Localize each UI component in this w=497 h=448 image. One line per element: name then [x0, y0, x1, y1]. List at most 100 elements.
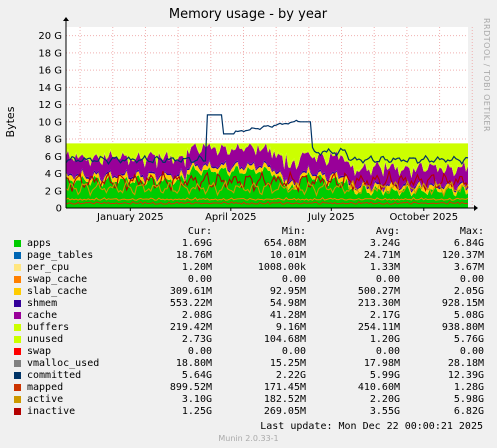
- legend-min-value: 92.95M: [269, 286, 306, 297]
- legend-series-name: buffers: [27, 322, 70, 333]
- legend-row-committed: committed 5.64G 2.22G 5.99G 12.39G: [12, 370, 490, 382]
- legend-max-value: 5.98G: [453, 394, 484, 405]
- legend-max-value: 120.37M: [441, 250, 484, 261]
- y-tick-label: 6 G: [45, 152, 62, 163]
- area-cache: [66, 143, 468, 192]
- legend-swatch: [14, 324, 21, 331]
- legend-avg-value: 3.24G: [369, 238, 400, 249]
- y-tick-label: 14 G: [38, 83, 62, 94]
- x-tick-label: January 2025: [96, 212, 164, 223]
- legend-cur-value: 5.64G: [181, 370, 212, 381]
- legend-cur-value: 2.08G: [181, 310, 212, 321]
- legend-rows: apps 1.69G 654.08M 3.24G 6.84G page_tables 18.…: [12, 238, 490, 418]
- legend-swatch: [14, 348, 21, 355]
- legend-swatch: [14, 360, 21, 367]
- legend-header: Cur: Min: Avg: Max:: [12, 226, 490, 238]
- legend-swatch: [14, 312, 21, 319]
- legend-row-mapped: mapped 899.52M 171.45M 410.60M 1.28G: [12, 382, 490, 394]
- legend-row-vmalloc-used: vmalloc_used 18.80M 15.25M 17.98M 28.18M: [12, 358, 490, 370]
- legend-swatch: [14, 384, 21, 391]
- x-tick-label: October 2025: [389, 212, 458, 223]
- y-tick-label: 4 G: [45, 169, 62, 180]
- line-mapped: [65, 201, 469, 205]
- legend-max-value: 3.67M: [453, 262, 484, 273]
- legend-cur-value: 553.22M: [169, 298, 212, 309]
- y-tick-label: 8 G: [45, 135, 62, 146]
- area-buffers: [66, 143, 468, 178]
- legend-max-value: 28.18M: [447, 358, 484, 369]
- stacked-areas: [66, 143, 468, 208]
- legend-min-value: 9.16M: [275, 322, 306, 333]
- legend-max-value: 1.28G: [453, 382, 484, 393]
- legend-swatch: [14, 240, 21, 247]
- legend-cur-value: 18.80M: [175, 358, 212, 369]
- legend-swatch: [14, 276, 21, 283]
- header-avg: Avg:: [375, 226, 400, 237]
- legend-avg-value: 3.55G: [369, 406, 400, 417]
- legend-series-name: cache: [27, 310, 58, 321]
- x-tick-label: July 2025: [307, 212, 355, 223]
- legend-min-value: 54.98M: [269, 298, 306, 309]
- legend-series-name: swap_cache: [27, 274, 88, 285]
- y-axis-label: Bytes: [4, 106, 17, 137]
- y-tick-label: 0: [56, 204, 62, 215]
- legend-row-cache: cache 2.08G 41.28M 2.17G 5.08G: [12, 310, 490, 322]
- y-tick-label: 2 G: [45, 186, 62, 197]
- legend-swatch: [14, 408, 21, 415]
- y-tick-label: 18 G: [38, 48, 62, 59]
- line-committed: [65, 114, 469, 166]
- line-active: [65, 179, 469, 198]
- legend-swatch: [14, 252, 21, 259]
- legend-max-value: 6.82G: [453, 406, 484, 417]
- legend-min-value: 0.00: [281, 274, 306, 285]
- legend-series-name: slab_cache: [27, 286, 88, 297]
- legend-cur-value: 309.61M: [169, 286, 212, 297]
- legend-row-page-tables: page_tables 18.76M 10.01M 24.71M 120.37M: [12, 250, 490, 262]
- legend-cur-value: 899.52M: [169, 382, 212, 393]
- area-apps: [66, 164, 468, 208]
- area-slab-cache: [66, 161, 468, 197]
- legend-swatch: [14, 372, 21, 379]
- header-min: Min:: [281, 226, 306, 237]
- legend-avg-value: 410.60M: [357, 382, 400, 393]
- rrdtool-credit: RRDTOOL / TOBI OETIKER: [482, 18, 491, 132]
- legend-min-value: 269.05M: [263, 406, 306, 417]
- y-tick-label: 20 G: [38, 31, 62, 42]
- legend-series-name: shmem: [27, 298, 58, 309]
- legend-cur-value: 1.20M: [181, 262, 212, 273]
- legend-min-value: 654.08M: [263, 238, 306, 249]
- area-unused: [66, 143, 468, 177]
- y-tick-label: 10 G: [38, 117, 62, 128]
- legend-row-slab-cache: slab_cache 309.61M 92.95M 500.27M 2.05G: [12, 286, 490, 298]
- x-tick-label: April 2025: [205, 212, 256, 223]
- y-axis-arrow: [63, 17, 69, 21]
- legend-row-apps: apps 1.69G 654.08M 3.24G 6.84G: [12, 238, 490, 250]
- legend-swatch: [14, 264, 21, 271]
- legend-avg-value: 213.30M: [357, 298, 400, 309]
- legend-series-name: inactive: [27, 406, 76, 417]
- legend-cur-value: 0.00: [187, 274, 212, 285]
- legend-row-active: active 3.10G 182.52M 2.20G 5.98G: [12, 394, 490, 406]
- legend-avg-value: 500.27M: [357, 286, 400, 297]
- legend-max-value: 0.00: [459, 346, 484, 357]
- axes: 0 2 G 4 G 6 G 8 G 10 G 12 G 14 G 16 G 18 G 20 G Jan…: [38, 17, 478, 223]
- legend-series-name: per_cpu: [27, 262, 70, 273]
- legend-max-value: 2.05G: [453, 286, 484, 297]
- legend-min-value: 1008.00k: [257, 262, 306, 273]
- chart-title: Memory usage - by year: [169, 7, 328, 22]
- legend-min-value: 182.52M: [263, 394, 306, 405]
- legend-series-name: mapped: [27, 382, 64, 393]
- munin-version: Munin 2.0.33-1: [218, 434, 279, 443]
- y-tick-label: 12 G: [38, 100, 62, 111]
- legend-avg-value: 1.33M: [369, 262, 400, 273]
- line-swap-cache: [65, 196, 469, 201]
- legend-avg-value: 5.99G: [369, 370, 400, 381]
- legend-row-swap: swap 0.00 0.00 0.00 0.00: [12, 346, 490, 358]
- legend-min-value: 0.00: [281, 346, 306, 357]
- legend-cur-value: 2.73G: [181, 334, 212, 345]
- legend-min-value: 10.01M: [269, 250, 306, 261]
- legend-series-name: vmalloc_used: [27, 358, 100, 369]
- legend-avg-value: 0.00: [375, 346, 400, 357]
- legend-min-value: 2.22G: [275, 370, 306, 381]
- legend-avg-value: 254.11M: [357, 322, 400, 333]
